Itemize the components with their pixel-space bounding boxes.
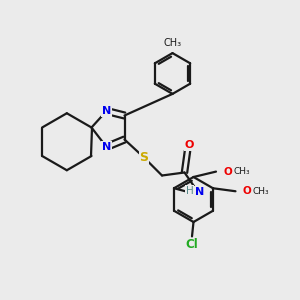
Text: O: O: [184, 140, 194, 151]
Text: N: N: [195, 187, 204, 197]
Text: N: N: [102, 106, 111, 116]
Text: O: O: [242, 186, 251, 196]
Text: S: S: [140, 151, 148, 164]
Text: O: O: [223, 167, 232, 177]
Text: Cl: Cl: [186, 238, 198, 251]
Text: CH₃: CH₃: [253, 187, 269, 196]
Text: H: H: [186, 185, 194, 196]
Text: CH₃: CH₃: [233, 167, 250, 176]
Text: N: N: [102, 142, 111, 152]
Text: CH₃: CH₃: [164, 38, 181, 48]
